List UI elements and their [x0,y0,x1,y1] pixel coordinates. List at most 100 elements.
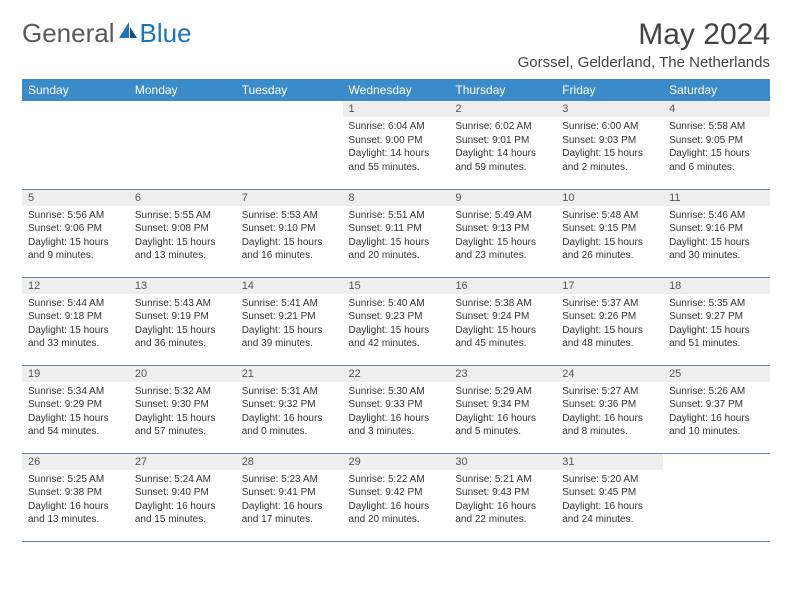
page-header: General Blue May 2024 Gorssel, Gelderlan… [22,18,770,71]
calendar-day-cell: 8Sunrise: 5:51 AMSunset: 9:11 PMDaylight… [343,189,450,277]
day-number: 20 [129,366,236,382]
day-number: 25 [663,366,770,382]
calendar-day-cell: 9Sunrise: 5:49 AMSunset: 9:13 PMDaylight… [449,189,556,277]
day-detail: Sunrise: 6:00 AMSunset: 9:03 PMDaylight:… [556,117,663,178]
calendar-table: SundayMondayTuesdayWednesdayThursdayFrid… [22,79,770,542]
day-detail: Sunrise: 5:43 AMSunset: 9:19 PMDaylight:… [129,294,236,355]
day-number [236,101,343,117]
calendar-day-cell [663,453,770,541]
calendar-day-cell: 24Sunrise: 5:27 AMSunset: 9:36 PMDayligh… [556,365,663,453]
day-detail: Sunrise: 5:48 AMSunset: 9:15 PMDaylight:… [556,206,663,267]
calendar-day-cell: 15Sunrise: 5:40 AMSunset: 9:23 PMDayligh… [343,277,450,365]
day-header: Sunday [22,79,129,101]
calendar-day-cell: 18Sunrise: 5:35 AMSunset: 9:27 PMDayligh… [663,277,770,365]
day-detail: Sunrise: 5:53 AMSunset: 9:10 PMDaylight:… [236,206,343,267]
calendar-day-cell: 20Sunrise: 5:32 AMSunset: 9:30 PMDayligh… [129,365,236,453]
calendar-day-cell: 2Sunrise: 6:02 AMSunset: 9:01 PMDaylight… [449,101,556,189]
brand-part2: Blue [140,18,192,49]
day-number: 10 [556,190,663,206]
calendar-day-cell: 29Sunrise: 5:22 AMSunset: 9:42 PMDayligh… [343,453,450,541]
day-detail: Sunrise: 5:24 AMSunset: 9:40 PMDaylight:… [129,470,236,531]
sail-icon [117,18,139,49]
day-number: 5 [22,190,129,206]
day-number: 30 [449,454,556,470]
calendar-day-cell: 4Sunrise: 5:58 AMSunset: 9:05 PMDaylight… [663,101,770,189]
day-header: Thursday [449,79,556,101]
calendar-day-cell: 26Sunrise: 5:25 AMSunset: 9:38 PMDayligh… [22,453,129,541]
calendar-day-cell: 1Sunrise: 6:04 AMSunset: 9:00 PMDaylight… [343,101,450,189]
day-detail: Sunrise: 5:20 AMSunset: 9:45 PMDaylight:… [556,470,663,531]
calendar-day-cell: 12Sunrise: 5:44 AMSunset: 9:18 PMDayligh… [22,277,129,365]
calendar-week-row: 19Sunrise: 5:34 AMSunset: 9:29 PMDayligh… [22,365,770,453]
calendar-day-cell: 10Sunrise: 5:48 AMSunset: 9:15 PMDayligh… [556,189,663,277]
location-subtitle: Gorssel, Gelderland, The Netherlands [518,54,770,71]
calendar-day-cell: 25Sunrise: 5:26 AMSunset: 9:37 PMDayligh… [663,365,770,453]
calendar-week-row: 1Sunrise: 6:04 AMSunset: 9:00 PMDaylight… [22,101,770,189]
day-detail: Sunrise: 5:35 AMSunset: 9:27 PMDaylight:… [663,294,770,355]
day-number: 1 [343,101,450,117]
day-number: 31 [556,454,663,470]
day-detail: Sunrise: 5:55 AMSunset: 9:08 PMDaylight:… [129,206,236,267]
day-detail: Sunrise: 5:51 AMSunset: 9:11 PMDaylight:… [343,206,450,267]
day-number: 15 [343,278,450,294]
day-header: Monday [129,79,236,101]
day-number [663,454,770,470]
day-header: Tuesday [236,79,343,101]
calendar-day-cell: 30Sunrise: 5:21 AMSunset: 9:43 PMDayligh… [449,453,556,541]
day-number: 4 [663,101,770,117]
day-detail: Sunrise: 5:32 AMSunset: 9:30 PMDaylight:… [129,382,236,443]
day-number: 28 [236,454,343,470]
calendar-day-cell: 13Sunrise: 5:43 AMSunset: 9:19 PMDayligh… [129,277,236,365]
calendar-day-cell: 5Sunrise: 5:56 AMSunset: 9:06 PMDaylight… [22,189,129,277]
day-header: Saturday [663,79,770,101]
calendar-week-row: 12Sunrise: 5:44 AMSunset: 9:18 PMDayligh… [22,277,770,365]
calendar-header-row: SundayMondayTuesdayWednesdayThursdayFrid… [22,79,770,101]
calendar-day-cell [129,101,236,189]
calendar-day-cell: 6Sunrise: 5:55 AMSunset: 9:08 PMDaylight… [129,189,236,277]
calendar-day-cell: 28Sunrise: 5:23 AMSunset: 9:41 PMDayligh… [236,453,343,541]
calendar-day-cell: 11Sunrise: 5:46 AMSunset: 9:16 PMDayligh… [663,189,770,277]
day-number: 21 [236,366,343,382]
day-number: 22 [343,366,450,382]
day-number: 3 [556,101,663,117]
day-number: 24 [556,366,663,382]
day-detail: Sunrise: 5:41 AMSunset: 9:21 PMDaylight:… [236,294,343,355]
day-detail: Sunrise: 5:40 AMSunset: 9:23 PMDaylight:… [343,294,450,355]
day-detail: Sunrise: 5:44 AMSunset: 9:18 PMDaylight:… [22,294,129,355]
calendar-day-cell: 21Sunrise: 5:31 AMSunset: 9:32 PMDayligh… [236,365,343,453]
day-number: 11 [663,190,770,206]
calendar-day-cell: 7Sunrise: 5:53 AMSunset: 9:10 PMDaylight… [236,189,343,277]
calendar-day-cell: 14Sunrise: 5:41 AMSunset: 9:21 PMDayligh… [236,277,343,365]
day-detail: Sunrise: 5:46 AMSunset: 9:16 PMDaylight:… [663,206,770,267]
calendar-week-row: 5Sunrise: 5:56 AMSunset: 9:06 PMDaylight… [22,189,770,277]
day-detail: Sunrise: 5:27 AMSunset: 9:36 PMDaylight:… [556,382,663,443]
calendar-day-cell: 3Sunrise: 6:00 AMSunset: 9:03 PMDaylight… [556,101,663,189]
calendar-day-cell: 23Sunrise: 5:29 AMSunset: 9:34 PMDayligh… [449,365,556,453]
day-number: 23 [449,366,556,382]
calendar-day-cell: 31Sunrise: 5:20 AMSunset: 9:45 PMDayligh… [556,453,663,541]
calendar-day-cell: 19Sunrise: 5:34 AMSunset: 9:29 PMDayligh… [22,365,129,453]
day-detail: Sunrise: 5:38 AMSunset: 9:24 PMDaylight:… [449,294,556,355]
calendar-day-cell: 16Sunrise: 5:38 AMSunset: 9:24 PMDayligh… [449,277,556,365]
calendar-week-row: 26Sunrise: 5:25 AMSunset: 9:38 PMDayligh… [22,453,770,541]
day-detail: Sunrise: 5:58 AMSunset: 9:05 PMDaylight:… [663,117,770,178]
day-header: Wednesday [343,79,450,101]
day-detail: Sunrise: 5:34 AMSunset: 9:29 PMDaylight:… [22,382,129,443]
day-detail: Sunrise: 5:37 AMSunset: 9:26 PMDaylight:… [556,294,663,355]
calendar-day-cell [236,101,343,189]
day-detail: Sunrise: 5:26 AMSunset: 9:37 PMDaylight:… [663,382,770,443]
day-detail: Sunrise: 5:30 AMSunset: 9:33 PMDaylight:… [343,382,450,443]
day-number: 16 [449,278,556,294]
day-number: 18 [663,278,770,294]
day-number: 27 [129,454,236,470]
day-number: 17 [556,278,663,294]
day-number: 26 [22,454,129,470]
day-number: 12 [22,278,129,294]
calendar-body: 1Sunrise: 6:04 AMSunset: 9:00 PMDaylight… [22,101,770,541]
calendar-day-cell: 27Sunrise: 5:24 AMSunset: 9:40 PMDayligh… [129,453,236,541]
month-title: May 2024 [518,18,770,52]
calendar-day-cell: 22Sunrise: 5:30 AMSunset: 9:33 PMDayligh… [343,365,450,453]
day-detail: Sunrise: 5:21 AMSunset: 9:43 PMDaylight:… [449,470,556,531]
day-number: 14 [236,278,343,294]
day-detail: Sunrise: 6:02 AMSunset: 9:01 PMDaylight:… [449,117,556,178]
